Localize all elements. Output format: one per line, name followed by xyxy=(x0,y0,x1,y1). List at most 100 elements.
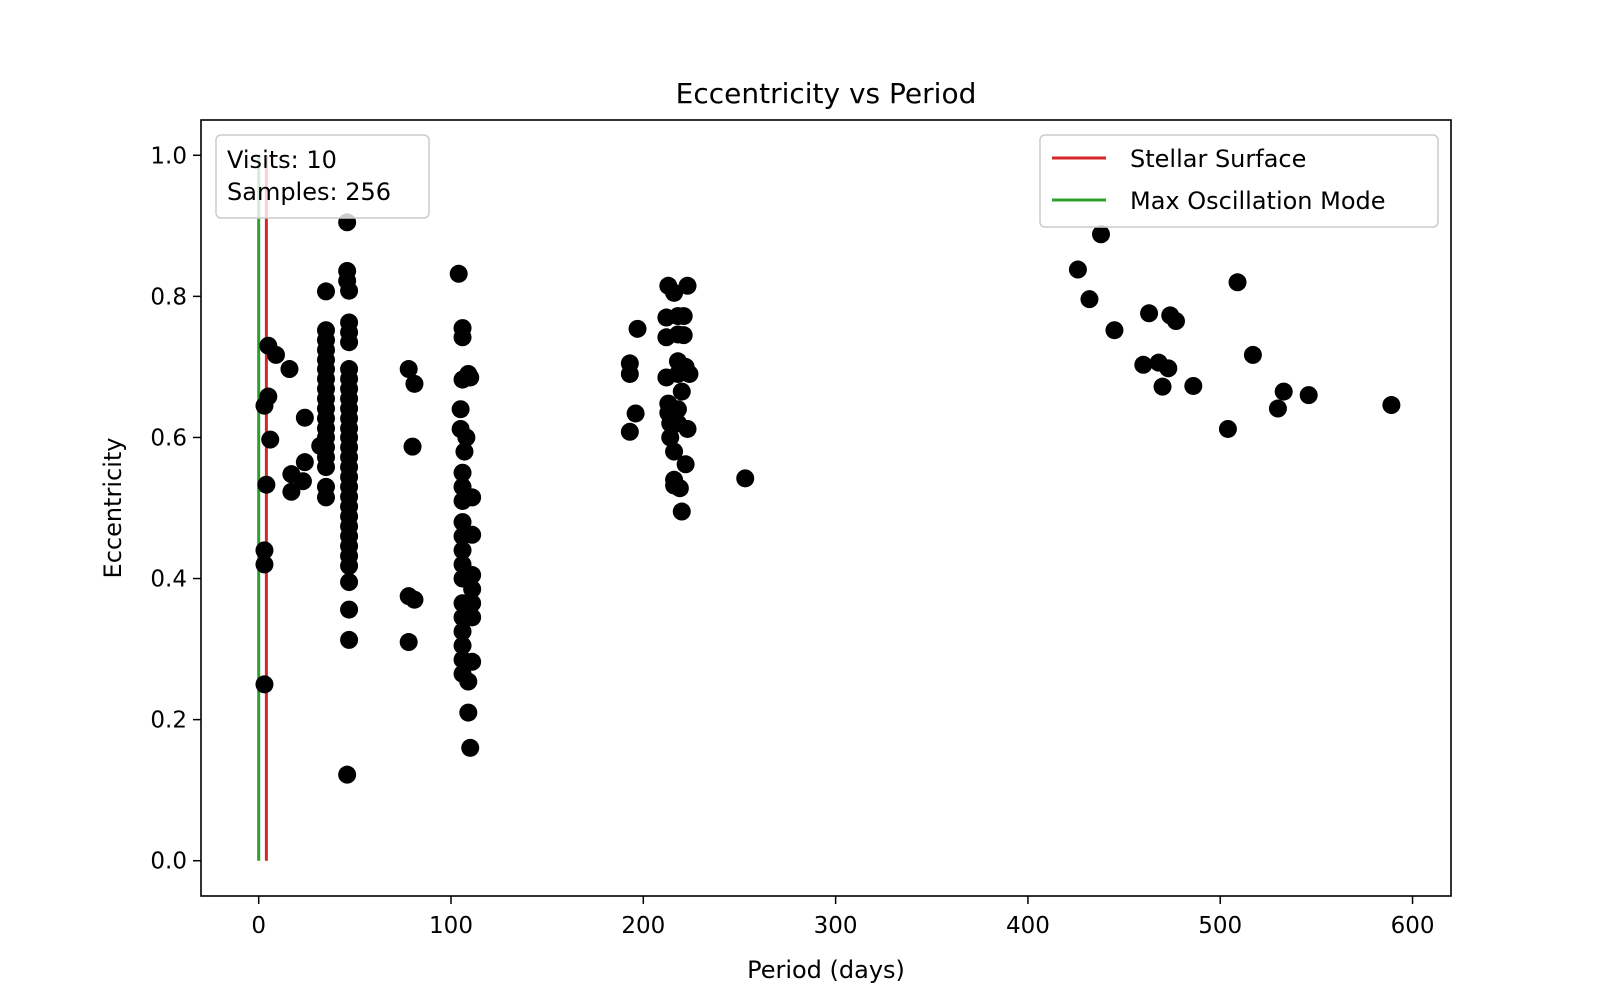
data-point xyxy=(267,345,285,364)
x-tick-label: 500 xyxy=(1198,913,1242,939)
data-point xyxy=(293,472,312,491)
data-point xyxy=(1092,225,1110,244)
data-point xyxy=(1218,419,1237,438)
y-axis-label: Eccentricity xyxy=(99,438,127,579)
data-point xyxy=(463,652,482,671)
y-tick-label: 0.4 xyxy=(150,567,187,593)
data-point xyxy=(451,400,470,419)
x-tick-label: 0 xyxy=(251,913,266,939)
data-point xyxy=(259,387,278,406)
data-point xyxy=(403,437,422,456)
data-point xyxy=(1268,399,1287,418)
data-point xyxy=(340,600,359,619)
data-point xyxy=(1382,396,1401,415)
data-point xyxy=(317,488,335,507)
data-point xyxy=(280,360,299,379)
data-point xyxy=(678,276,697,295)
data-point xyxy=(620,422,639,441)
data-point xyxy=(255,541,274,560)
data-point xyxy=(317,282,335,301)
data-point xyxy=(463,566,482,585)
data-point xyxy=(676,455,695,474)
data-point xyxy=(1159,359,1178,378)
data-point xyxy=(463,608,482,627)
data-point xyxy=(463,488,482,507)
data-point xyxy=(453,328,472,347)
data-point xyxy=(1299,386,1318,405)
data-point xyxy=(668,400,687,419)
legend-label-stellar-surface: Stellar Surface xyxy=(1130,145,1306,173)
x-tick-label: 400 xyxy=(1006,913,1050,939)
data-point xyxy=(459,703,478,722)
data-point xyxy=(1068,260,1087,279)
data-point xyxy=(1153,377,1172,396)
y-tick-label: 1.0 xyxy=(150,143,187,169)
data-point xyxy=(338,765,357,784)
data-point xyxy=(257,475,276,494)
data-point xyxy=(628,319,647,338)
info-box: Visits: 10 Samples: 256 xyxy=(215,134,430,219)
y-axis: 0.0 0.2 0.4 0.6 0.8 1.0 xyxy=(150,143,201,875)
data-point xyxy=(626,404,645,423)
data-point xyxy=(295,453,314,472)
data-point xyxy=(674,307,693,326)
data-point xyxy=(1167,312,1185,331)
data-point xyxy=(459,672,478,691)
data-point xyxy=(340,556,359,575)
info-samples: Samples: 256 xyxy=(227,178,391,206)
data-point xyxy=(399,633,418,652)
data-point xyxy=(457,428,476,447)
data-point xyxy=(317,458,335,477)
data-point xyxy=(463,594,482,613)
x-tick-label: 200 xyxy=(621,913,665,939)
data-point xyxy=(1140,304,1159,323)
data-point xyxy=(340,573,359,592)
data-point xyxy=(1134,355,1153,374)
data-point xyxy=(255,675,274,694)
info-visits: Visits: 10 xyxy=(227,146,337,174)
data-point xyxy=(340,281,359,300)
y-tick-label: 0.2 xyxy=(150,708,187,734)
data-point xyxy=(261,430,280,449)
x-tick-label: 100 xyxy=(429,913,473,939)
data-point xyxy=(453,513,472,532)
data-point xyxy=(672,502,691,521)
legend: Stellar Surface Max Oscillation Mode xyxy=(1039,134,1439,228)
data-point xyxy=(455,442,474,461)
x-tick-label: 300 xyxy=(814,913,858,939)
data-point xyxy=(1105,321,1124,340)
data-point xyxy=(620,364,639,383)
data-point xyxy=(1184,376,1203,395)
data-point xyxy=(453,622,472,641)
plot-area-frame xyxy=(200,119,1452,897)
data-point xyxy=(461,738,480,757)
data-point xyxy=(672,382,691,401)
data-point xyxy=(665,442,684,461)
data-point xyxy=(282,482,301,501)
data-point xyxy=(461,368,480,387)
data-point xyxy=(340,630,359,649)
data-point xyxy=(453,541,472,560)
data-point xyxy=(1274,382,1293,401)
data-point xyxy=(405,374,424,393)
data-point xyxy=(399,360,418,379)
data-points xyxy=(255,213,1401,784)
x-tick-label: 600 xyxy=(1391,913,1435,939)
y-tick-label: 0.8 xyxy=(150,284,187,310)
data-point xyxy=(736,469,755,488)
data-point xyxy=(674,326,693,345)
data-point xyxy=(680,364,699,383)
x-axis-label: Period (days) xyxy=(747,956,905,984)
data-point xyxy=(340,333,359,352)
data-point xyxy=(449,264,468,283)
info-box-frame xyxy=(215,134,430,219)
data-point xyxy=(1080,290,1099,309)
y-tick-label: 0.6 xyxy=(150,425,187,451)
data-point xyxy=(453,636,472,655)
data-point xyxy=(665,283,684,302)
data-point xyxy=(661,428,680,447)
data-point xyxy=(678,419,697,438)
data-point xyxy=(255,555,274,574)
data-point xyxy=(453,463,472,482)
